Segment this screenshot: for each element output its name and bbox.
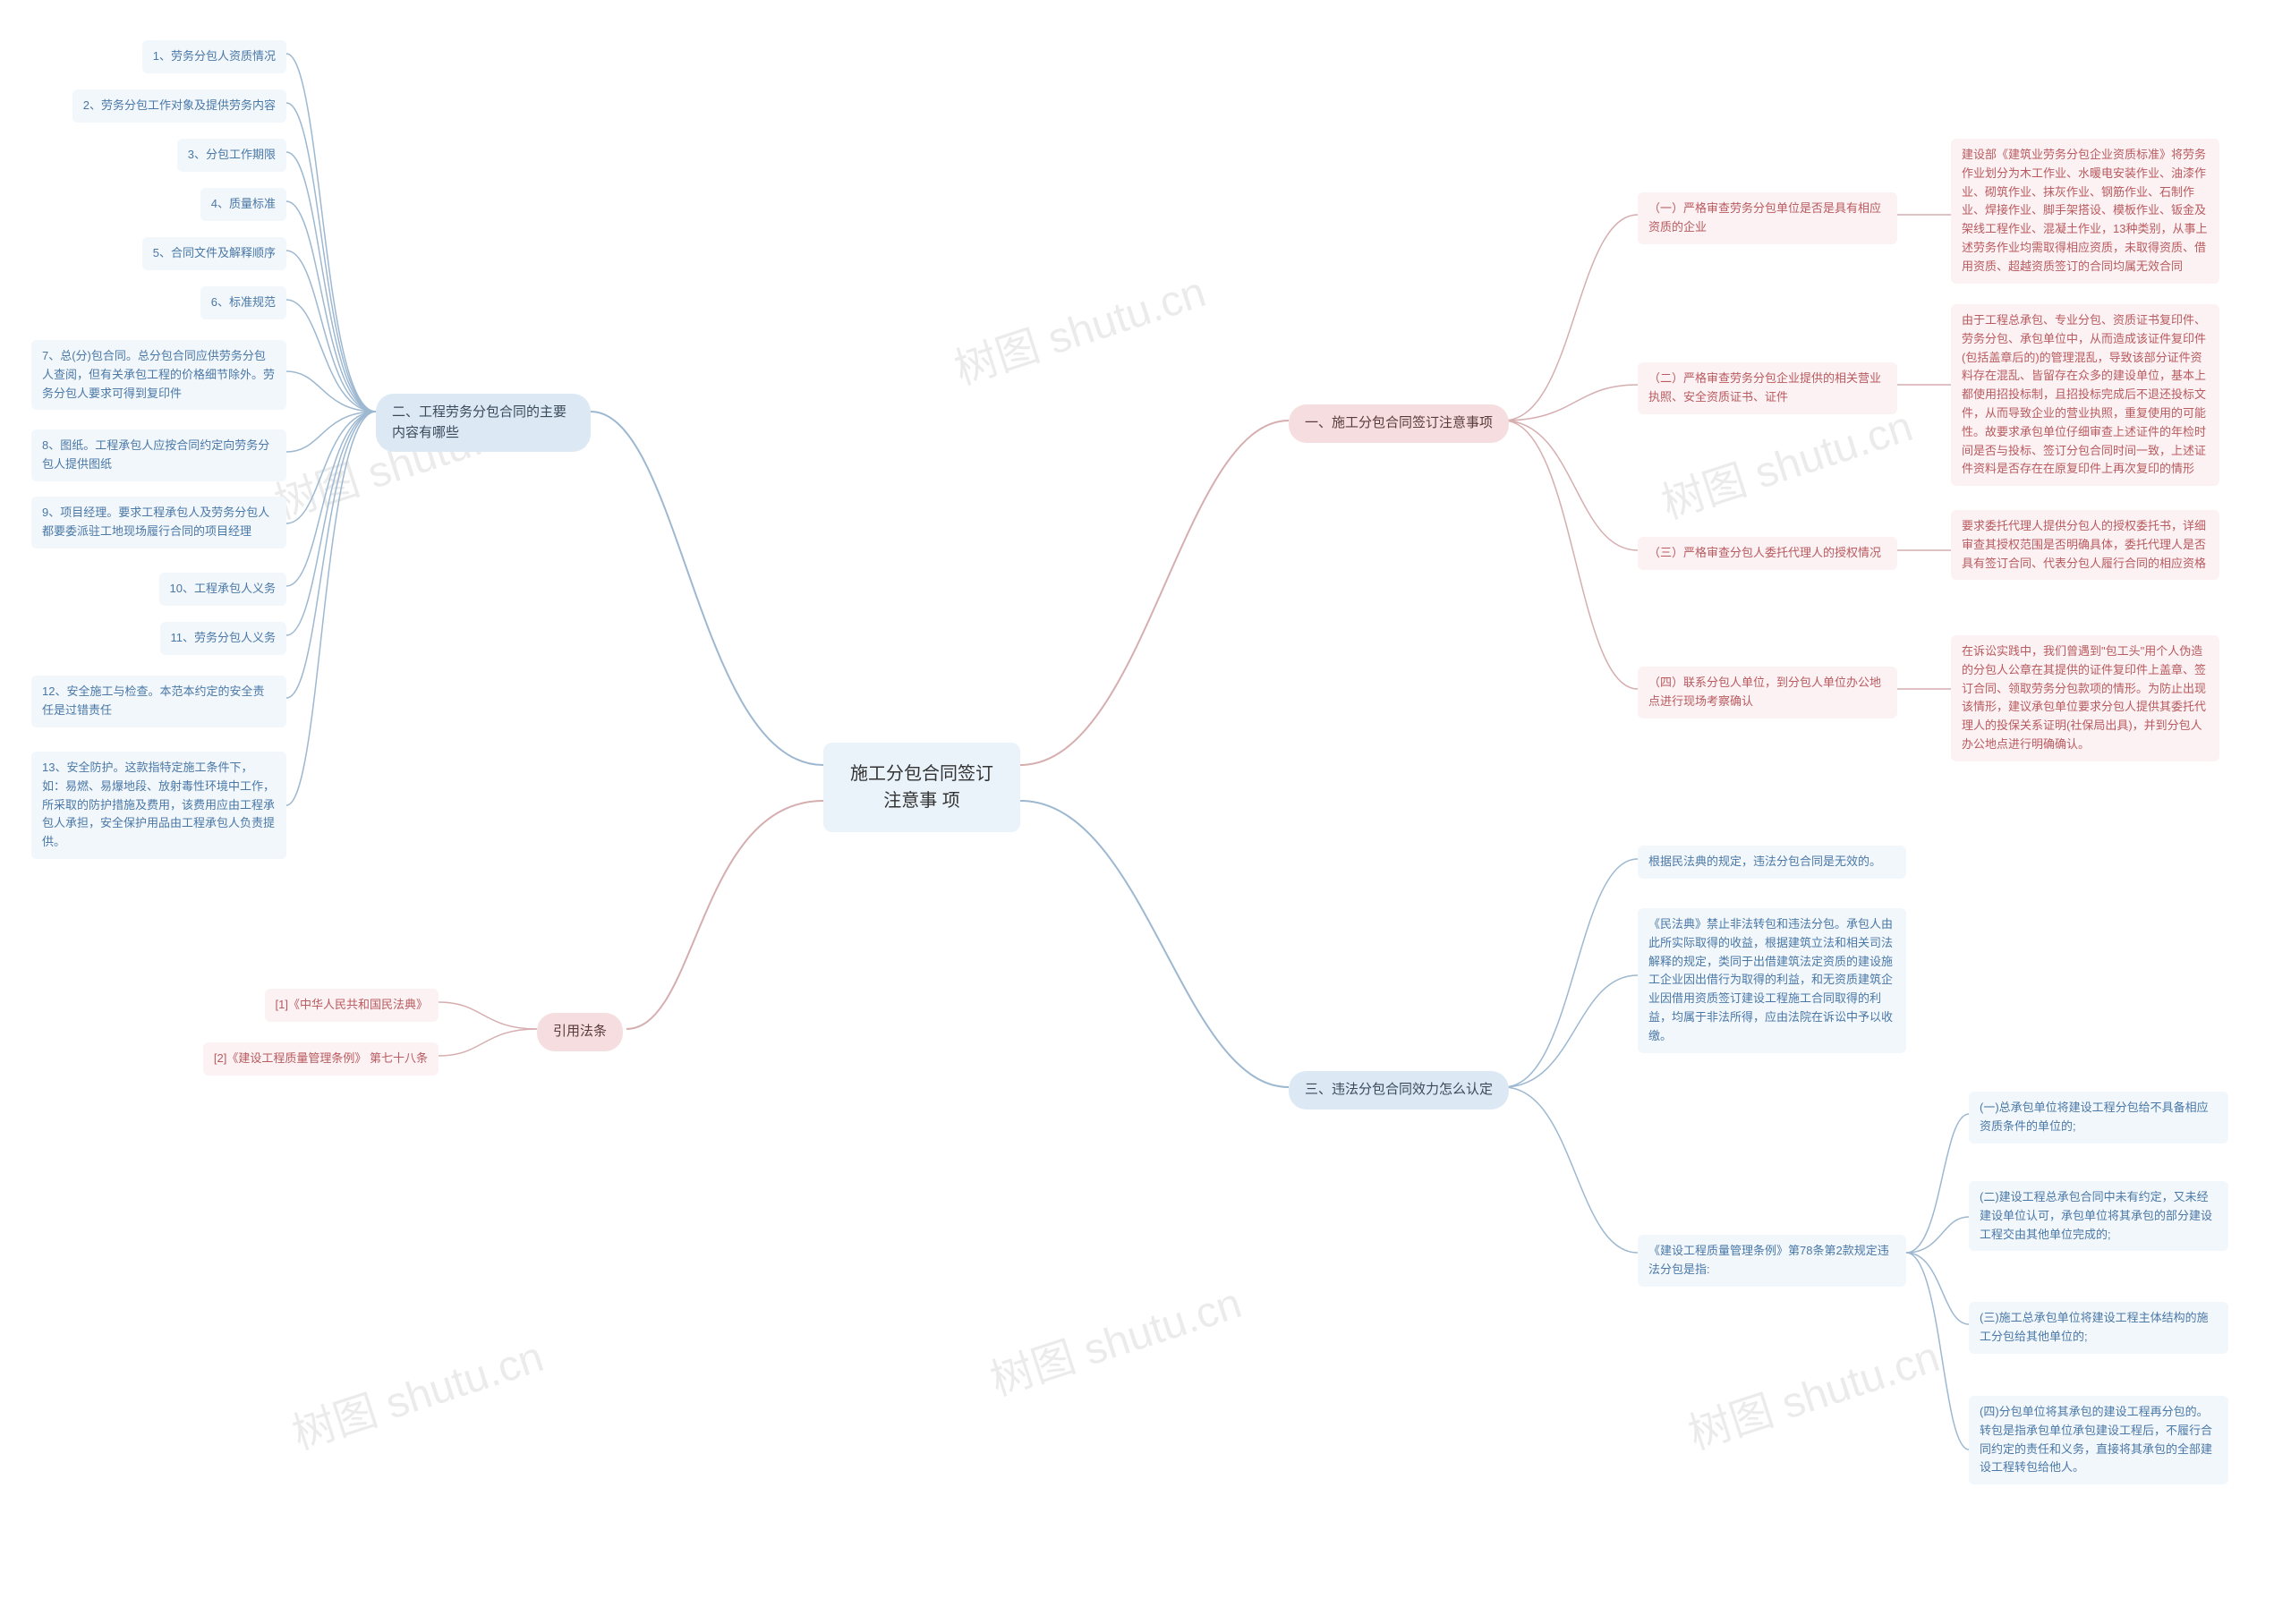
b2-item-6: 7、总(分)包合同。总分包合同应供劳务分包人查阅，但有关承包工程的价格细节除外。…: [31, 340, 286, 410]
b2-item-2: 3、分包工作期限: [177, 139, 286, 172]
b3-child-2: (三)施工总承包单位将建设工程主体结构的施工分包给其他单位的;: [1969, 1302, 2228, 1354]
connector-layer: [0, 0, 2291, 1624]
b2-item-5: 6、标准规范: [200, 286, 286, 319]
b1-item-3: （四）联系分包人单位，到分包人单位办公地点进行现场考察确认: [1638, 667, 1897, 718]
watermark: 树图 shutu.cn: [283, 1322, 549, 1461]
b3-item-2: 《建设工程质量管理条例》第78条第2款规定违法分包是指:: [1638, 1235, 1906, 1287]
b2-item-11: 12、安全施工与检查。本范本约定的安全责任是过错责任: [31, 676, 286, 727]
b3-child-1: (二)建设工程总承包合同中未有约定，又未经建设单位认可，承包单位将其承包的部分建…: [1969, 1181, 2228, 1251]
branch-4: 引用法条: [537, 1013, 623, 1051]
b1-item-0: （一）严格审查劳务分包单位是否是具有相应资质的企业: [1638, 192, 1897, 244]
b3-child-0: (一)总承包单位将建设工程分包给不具备相应资质条件的单位的;: [1969, 1092, 2228, 1144]
watermark: 树图 shutu.cn: [981, 1268, 1248, 1407]
b2-item-3: 4、质量标准: [200, 188, 286, 221]
b2-item-10: 11、劳务分包人义务: [160, 622, 287, 655]
branch-1: 一、施工分包合同签订注意事项: [1289, 404, 1509, 443]
b2-item-9: 10、工程承包人义务: [159, 573, 286, 606]
branch-2: 二、工程劳务分包合同的主要内容有哪些: [376, 394, 591, 452]
b4-item-1: [2]《建设工程质量管理条例》 第七十八条: [203, 1042, 439, 1076]
b2-item-12: 13、安全防护。这款指特定施工条件下，如：易燃、易爆地段、放射毒性环境中工作，所…: [31, 752, 286, 859]
watermark: 树图 shutu.cn: [1679, 1322, 1946, 1461]
branch-3: 三、违法分包合同效力怎么认定: [1289, 1071, 1509, 1110]
b3-child-3: (四)分包单位将其承包的建设工程再分包的。转包是指承包单位承包建设工程后，不履行…: [1969, 1396, 2228, 1484]
watermark: 树图 shutu.cn: [945, 257, 1212, 396]
b2-item-1: 2、劳务分包工作对象及提供劳务内容: [72, 89, 286, 123]
b1-detail-3: 在诉讼实践中，我们曾遇到"包工头"用个人伪造的分包人公章在其提供的证件复印件上盖…: [1951, 635, 2219, 761]
b2-item-4: 5、合同文件及解释顺序: [142, 237, 286, 270]
b1-detail-2: 要求委托代理人提供分包人的授权委托书，详细审查其授权范围是否明确具体，委托代理人…: [1951, 510, 2219, 580]
b3-item-0: 根据民法典的规定，违法分包合同是无效的。: [1638, 846, 1906, 879]
center-node: 施工分包合同签订注意事 项: [823, 743, 1020, 832]
b1-item-2: （三）严格审查分包人委托代理人的授权情况: [1638, 537, 1897, 570]
b2-item-8: 9、项目经理。要求工程承包人及劳务分包人都要委派驻工地现场履行合同的项目经理: [31, 497, 286, 548]
b2-item-7: 8、图纸。工程承包人应按合同约定向劳务分包人提供图纸: [31, 429, 286, 481]
b1-detail-1: 由于工程总承包、专业分包、资质证书复印件、劳务分包、承包单位中，从而造成该证件复…: [1951, 304, 2219, 486]
b4-item-0: [1]《中华人民共和国民法典》: [265, 989, 439, 1022]
b2-item-0: 1、劳务分包人资质情况: [142, 40, 286, 73]
b3-item-1: 《民法典》禁止非法转包和违法分包。承包人由此所实际取得的收益，根据建筑立法和相关…: [1638, 908, 1906, 1053]
b1-detail-0: 建设部《建筑业劳务分包企业资质标准》将劳务作业划分为木工作业、水暖电安装作业、油…: [1951, 139, 2219, 284]
b1-item-1: （二）严格审查劳务分包企业提供的相关营业执照、安全资质证书、证件: [1638, 362, 1897, 414]
